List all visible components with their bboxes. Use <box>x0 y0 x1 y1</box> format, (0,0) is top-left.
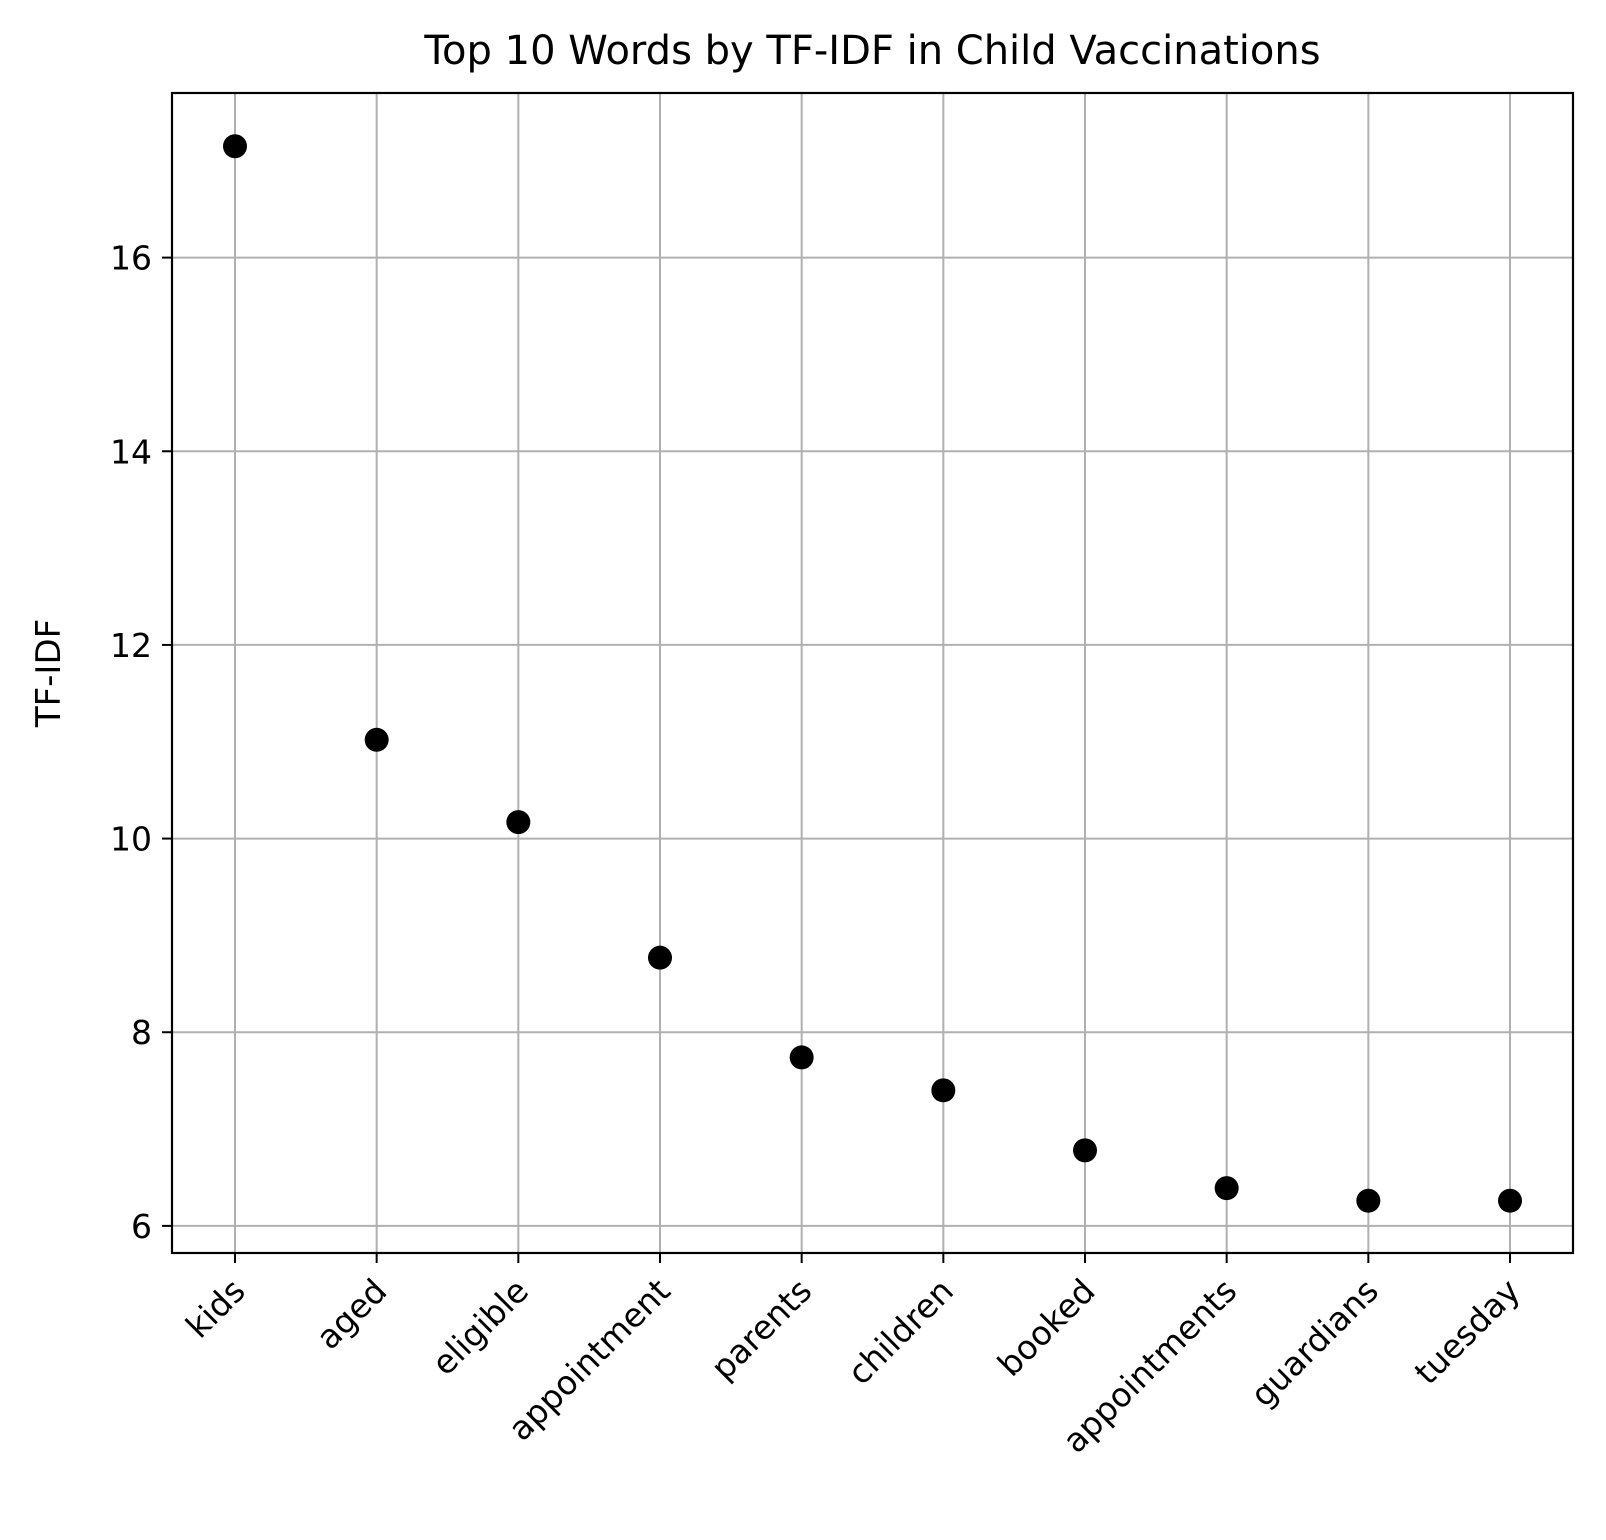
data-points <box>223 134 1522 1213</box>
data-point-appointment <box>648 945 672 970</box>
data-point-booked <box>1073 1138 1097 1163</box>
grid-lines <box>172 93 1573 1253</box>
data-point-eligible <box>506 810 531 835</box>
data-point-aged <box>364 727 389 752</box>
y-axis-label: TF-IDF <box>29 619 69 728</box>
y-tick-label: 16 <box>110 239 152 278</box>
data-point-tuesday <box>1498 1188 1522 1213</box>
data-point-appointments <box>1214 1176 1239 1201</box>
y-tick-label: 10 <box>110 820 152 859</box>
data-point-guardians <box>1356 1188 1381 1213</box>
data-point-kids <box>223 134 247 159</box>
y-tick-label: 8 <box>131 1013 152 1052</box>
y-tick-label: 12 <box>110 626 152 665</box>
y-tick-label: 14 <box>110 432 152 471</box>
data-point-children <box>931 1078 956 1103</box>
plot-frame <box>170 91 1575 1255</box>
data-point-parents <box>789 1045 814 1070</box>
y-tick-label: 6 <box>131 1207 152 1246</box>
chart-title: Top 10 Words by TF-IDF in Child Vaccinat… <box>423 28 1320 74</box>
